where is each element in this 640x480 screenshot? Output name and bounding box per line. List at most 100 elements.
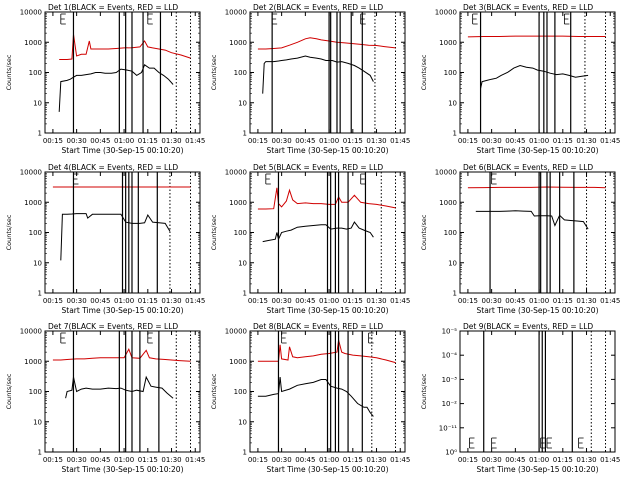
x-tick-label: 00:15 [43, 297, 63, 305]
x-tick-label: 01:45 [185, 137, 205, 145]
y-tick-label: 1000 [24, 199, 42, 207]
x-tick-label: 00:15 [43, 456, 63, 464]
y-tick-label: 10 [33, 259, 42, 267]
x-tick-label: 00:45 [90, 297, 110, 305]
y-tick-label: 10000 [20, 9, 42, 17]
x-tick-label: 00:45 [295, 297, 315, 305]
lld-series-line [52, 347, 191, 362]
y-tick-label: 10000 [225, 169, 247, 177]
x-axis-label: Start Time (30-Sep-15 00:10:20) [267, 146, 389, 155]
y-tick-label: 1000 [24, 39, 42, 47]
y-tick-label: 10 [238, 259, 247, 267]
x-tick-label: 00:30 [272, 137, 292, 145]
x-tick-label: 01:30 [161, 297, 181, 305]
y-tick-label: 100 [234, 229, 247, 237]
panel-title: Det 1(BLACK = Events, RED = LLD [48, 3, 178, 12]
x-tick-label: 01:30 [366, 137, 386, 145]
x-axis-label: Start Time (30-Sep-15 00:10:20) [62, 306, 184, 315]
y-axis-label: Counts/sec [420, 54, 428, 90]
y-tick-label: 10⁰ [445, 449, 457, 457]
plot-frame [459, 330, 616, 453]
x-axis-label: Start Time (30-Sep-15 00:10:20) [267, 465, 389, 474]
x-tick-label: 01:45 [185, 297, 205, 305]
y-tick-label: 10⁻¹¹ [439, 424, 457, 432]
y-tick-label: 10000 [435, 9, 457, 17]
y-tick-label: 1000 [229, 358, 247, 366]
x-tick-label: 00:45 [505, 297, 525, 305]
y-axis-label: Counts/sec [210, 54, 218, 90]
x-axis-label: Start Time (30-Sep-15 00:10:20) [477, 306, 599, 315]
flag-marker [281, 332, 287, 344]
y-tick-label: 1 [243, 130, 247, 138]
lld-series-line [467, 186, 606, 189]
x-tick-label: 01:30 [161, 456, 181, 464]
y-tick-label: 100 [29, 388, 42, 396]
panel-title: Det 6(BLACK = Events, RED = LLD [463, 163, 593, 172]
x-tick-label: 00:30 [67, 297, 87, 305]
x-axis-label: Start Time (30-Sep-15 00:10:20) [477, 146, 599, 155]
panel-title: Det 5(BLACK = Events, RED = LLD [253, 163, 383, 172]
flag-marker [472, 13, 478, 25]
detector-panel-6: Det 6(BLACK = Events, RED = LLD Counts/se… [420, 163, 620, 315]
x-tick-label: 00:30 [67, 137, 87, 145]
y-tick-label: 100 [29, 229, 42, 237]
x-axis-label: Start Time (30-Sep-15 00:10:20) [267, 306, 389, 315]
x-tick-label: 01:15 [138, 137, 158, 145]
x-tick-label: 00:15 [458, 456, 478, 464]
x-tick-label: 01:45 [600, 137, 620, 145]
x-tick-label: 00:45 [90, 137, 110, 145]
detector-panel-1: Det 1(BLACK = Events, RED = LLD Counts/se… [5, 3, 205, 155]
y-tick-label: 100 [29, 69, 42, 77]
panel-title: Det 3(BLACK = Events, RED = LLD [463, 3, 593, 12]
y-tick-label: 1 [453, 290, 457, 298]
x-tick-label: 01:00 [319, 456, 339, 464]
flag-marker [73, 173, 79, 185]
x-tick-label: 01:45 [600, 297, 620, 305]
events-series-line [480, 64, 589, 89]
y-tick-label: 10000 [20, 169, 42, 177]
x-tick-label: 00:15 [248, 137, 268, 145]
detector-panel-4: Det 4(BLACK = Events, RED = LLD Counts/se… [5, 163, 205, 315]
x-tick-label: 00:15 [248, 456, 268, 464]
detector-panel-7: Det 7(BLACK = Events, RED = LLD Counts/se… [5, 322, 205, 474]
y-tick-label: 1 [243, 290, 247, 298]
x-tick-label: 01:15 [343, 297, 363, 305]
y-tick-label: 1 [38, 449, 42, 457]
y-tick-label: 10⁻⁴ [442, 352, 458, 360]
x-tick-label: 01:30 [576, 456, 596, 464]
x-axis-label: Start Time (30-Sep-15 00:10:20) [62, 146, 184, 155]
x-tick-label: 01:15 [138, 297, 158, 305]
y-tick-label: 10 [238, 418, 247, 426]
x-tick-label: 00:45 [90, 456, 110, 464]
x-tick-label: 01:15 [343, 137, 363, 145]
y-tick-label: 10 [448, 259, 457, 267]
events-series-line [60, 213, 171, 261]
y-axis-label: Counts/sec [210, 373, 218, 409]
flag-marker [491, 173, 497, 185]
x-tick-label: 00:15 [458, 297, 478, 305]
x-tick-label: 01:30 [366, 456, 386, 464]
y-tick-label: 1000 [24, 358, 42, 366]
y-tick-label: 10000 [435, 169, 457, 177]
y-tick-label: 1 [38, 290, 42, 298]
y-tick-label: 10000 [225, 9, 247, 17]
events-series-line [58, 64, 174, 112]
x-tick-label: 01:00 [114, 456, 134, 464]
y-tick-label: 10 [33, 418, 42, 426]
x-tick-label: 01:45 [600, 456, 620, 464]
flag-marker [147, 13, 153, 25]
events-series-line [475, 210, 589, 230]
y-tick-label: 1 [453, 130, 457, 138]
flag-marker [469, 437, 475, 449]
x-axis-label: Start Time (30-Sep-15 00:10:20) [62, 465, 184, 474]
x-tick-label: 00:45 [505, 137, 525, 145]
y-tick-label: 1000 [229, 199, 247, 207]
x-tick-label: 00:15 [458, 137, 478, 145]
x-tick-label: 00:45 [295, 137, 315, 145]
y-tick-label: 1 [243, 449, 247, 457]
x-tick-label: 00:45 [295, 456, 315, 464]
plot-frame [249, 11, 406, 134]
x-tick-label: 01:45 [390, 456, 410, 464]
x-tick-label: 01:15 [553, 137, 573, 145]
